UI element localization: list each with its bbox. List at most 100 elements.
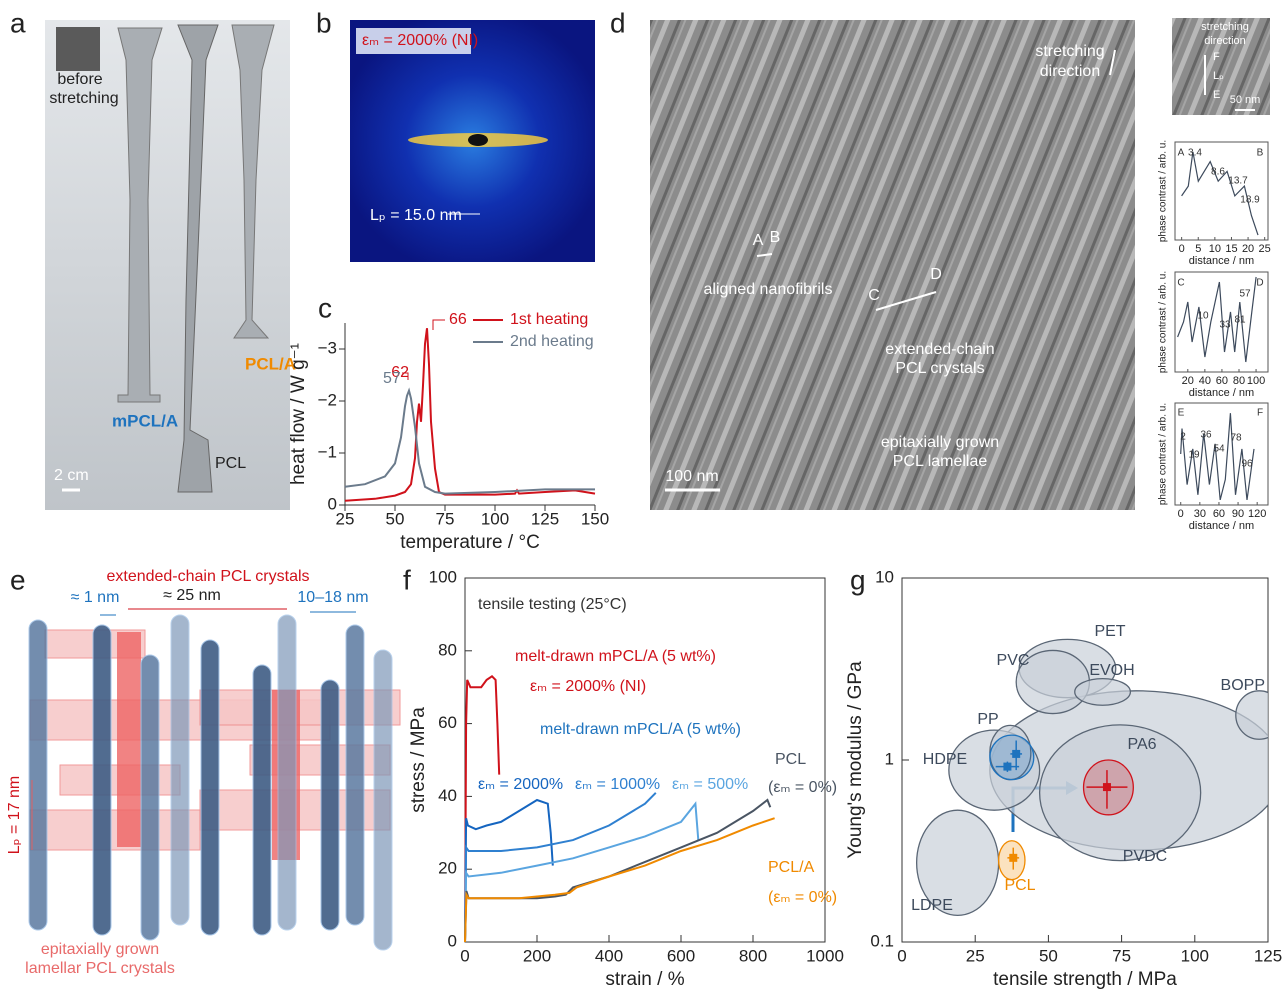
annotation: (εₘ = 0%) — [768, 779, 837, 796]
x-axis-label: distance / nm — [1189, 387, 1254, 399]
x-tick-label: 0 — [897, 946, 906, 965]
y-tick-label: −3 — [318, 338, 337, 357]
x-tick-label: 0 — [460, 946, 469, 965]
data-line — [465, 804, 698, 942]
x-tick-label: 0 — [1179, 243, 1185, 255]
panel-letter: f — [403, 564, 411, 595]
y-tick-label: 0 — [448, 931, 457, 950]
annotation: melt-drawn mPCL/A (5 wt%) — [540, 721, 741, 738]
x-tick-label: 5 — [1195, 243, 1201, 255]
x-tick-label: 1000 — [806, 946, 844, 965]
label: Lₚ = 17 nm — [6, 776, 23, 854]
legend-label: 1st heating — [510, 311, 588, 328]
x-axis-label: temperature / °C — [400, 532, 540, 553]
point — [1009, 854, 1017, 862]
label: lamellar PCL crystals — [25, 960, 175, 977]
region — [990, 735, 1034, 780]
annotation: (εₘ = 0%) — [768, 889, 837, 906]
x-tick-label: 30 — [1194, 508, 1206, 520]
x-tick-label: 125 — [531, 509, 559, 528]
legend-label: 2nd heating — [510, 333, 594, 350]
annotation: εₘ = 2000% — [478, 776, 563, 793]
x-tick-label: 120 — [1248, 508, 1266, 520]
annotation: εₘ = 1000% — [575, 776, 660, 793]
annotation: 54 — [1213, 444, 1225, 455]
y-axis-label: Young's modulus / GPa — [845, 661, 866, 859]
y-tick-label: 100 — [429, 567, 457, 586]
x-axis-label: distance / nm — [1189, 255, 1254, 267]
y-axis-label: phase contrast / arb. u. — [1158, 403, 1169, 505]
scale-bar-label: 2 cm — [54, 467, 89, 484]
annotation: 78 — [1230, 433, 1242, 444]
y-axis-label: stress / MPa — [408, 707, 429, 813]
region-label: LDPE — [911, 897, 953, 914]
label: A — [753, 232, 764, 249]
x-tick-label: 20 — [1182, 375, 1194, 387]
annotation: 8.6 — [1211, 167, 1225, 178]
annotation: C — [1177, 278, 1184, 289]
region-label: HDPE — [923, 751, 967, 768]
region-label: BOPP — [1221, 677, 1265, 694]
label: stretching — [1035, 43, 1104, 60]
annotation: PCL/A — [768, 859, 815, 876]
panel-letter: b — [316, 7, 332, 38]
sample — [56, 27, 100, 71]
data-line — [345, 391, 595, 494]
label: before — [57, 71, 102, 88]
annotation: 19 — [1188, 450, 1200, 461]
label: εₘ = 2000% (NI) — [362, 32, 478, 49]
annotation: 10 — [1197, 311, 1209, 322]
annotation: 33 — [1219, 320, 1231, 331]
x-tick-label: 25 — [336, 509, 355, 528]
label: stretching — [49, 90, 118, 107]
panel-letter: g — [850, 564, 866, 595]
label: ≈ 25 nm — [163, 587, 221, 604]
label: epitaxially grown — [881, 434, 999, 451]
extended-crystal — [117, 632, 141, 847]
scale-bar-label: 100 nm — [665, 468, 718, 485]
data-line — [465, 818, 775, 942]
x-tick-label: 60 — [1213, 508, 1225, 520]
x-tick-label: 60 — [1216, 375, 1228, 387]
x-tick-label: 50 — [386, 509, 405, 528]
annotation: εₘ = 2000% (NI) — [530, 678, 646, 695]
annotation: 57 — [383, 370, 401, 387]
region-label: PCL — [1004, 877, 1035, 894]
y-axis-label: phase contrast / arb. u. — [1158, 271, 1169, 373]
panel-letter: d — [610, 7, 626, 38]
annotation: 36 — [1200, 430, 1212, 441]
x-tick-label: 40 — [1199, 375, 1211, 387]
x-tick-label: 800 — [739, 946, 767, 965]
region-label: PVC — [997, 652, 1030, 669]
x-tick-label: 100 — [1247, 375, 1265, 387]
label: mPCL/A — [112, 411, 178, 430]
panel-letter: c — [318, 292, 332, 323]
annotation: F — [1257, 408, 1263, 419]
x-tick-label: 25 — [1259, 243, 1271, 255]
region-label: EVOH — [1089, 662, 1134, 679]
annotation: melt-drawn mPCL/A (5 wt%) — [515, 648, 716, 665]
x-tick-label: 50 — [1039, 946, 1058, 965]
figure: a before stretching mPCL/A PCL/A PCL 2 c… — [0, 0, 1287, 999]
y-tick-label: 1 — [885, 749, 894, 768]
data-line — [465, 676, 499, 942]
x-tick-label: 20 — [1242, 243, 1254, 255]
label: Lₚ — [1213, 70, 1224, 82]
annotation: PCL — [775, 751, 806, 768]
label: 10–18 nm — [297, 589, 368, 606]
region-label: PVDC — [1123, 848, 1167, 865]
annotation: tensile testing (25°C) — [478, 596, 627, 613]
label: Lₚ = 15.0 nm — [370, 207, 462, 224]
data-line — [465, 793, 656, 942]
data-line — [1182, 152, 1258, 235]
label: direction — [1040, 63, 1100, 80]
page: {"panels": { "a": {"letter": "a", "befor… — [0, 0, 1287, 999]
annotation: E — [1178, 408, 1185, 419]
label: stretching — [1201, 21, 1249, 33]
region — [1075, 679, 1131, 706]
y-tick-label: 10 — [875, 567, 894, 586]
crystal-model — [29, 615, 400, 950]
x-tick-label: 600 — [667, 946, 695, 965]
label: extended-chain PCL crystals — [106, 568, 309, 585]
region-label: PET — [1094, 623, 1125, 640]
